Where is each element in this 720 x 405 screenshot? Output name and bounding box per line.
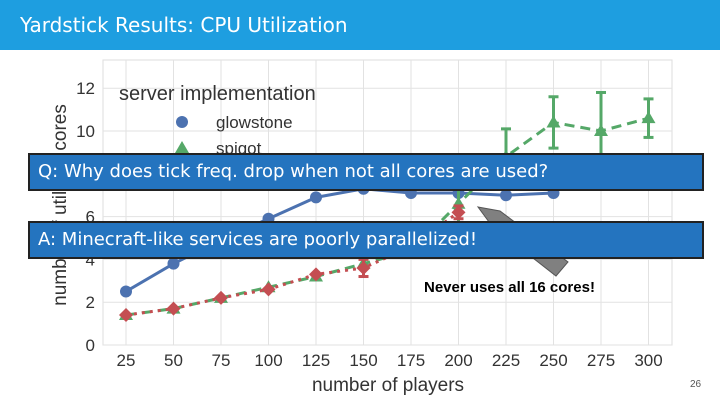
slide-number: 26: [690, 379, 702, 390]
data-point-series3: [119, 308, 133, 323]
data-point-glowstone: [500, 189, 512, 202]
legend-title: server implementation: [119, 83, 316, 105]
question-text: Q: Why does tick freq. drop when not all…: [38, 161, 549, 182]
x-tick-label: 225: [492, 351, 520, 370]
data-point-glowstone: [167, 257, 180, 270]
data-point-series3: [309, 267, 323, 282]
answer-text: A: Minecraft-like services are poorly pa…: [38, 229, 478, 250]
y-tick-label: 12: [76, 79, 95, 98]
answer-callout: A: Minecraft-like services are poorly pa…: [28, 221, 704, 259]
slide-title: Yardstick Results: CPU Utilization: [20, 13, 348, 37]
data-point-glowstone: [310, 191, 322, 204]
x-tick-label: 75: [212, 351, 231, 370]
data-point-series3: [451, 205, 466, 220]
series-line-series3: [125, 211, 460, 317]
y-tick-label: 2: [86, 293, 95, 312]
data-point-spigot: [546, 115, 561, 128]
x-axis-label: number of players: [312, 375, 464, 396]
x-tick-label: 275: [587, 351, 615, 370]
slide-header: Yardstick Results: CPU Utilization: [0, 0, 720, 50]
data-point-series3: [261, 282, 276, 297]
data-point-series3: [214, 290, 228, 305]
plot-area: [102, 59, 673, 346]
x-tick-label: 175: [397, 351, 425, 370]
data-point-glowstone: [120, 285, 132, 298]
y-tick-label: 4: [86, 250, 95, 269]
annotation-text: Never uses all 16 cores!: [424, 279, 595, 296]
y-tick-label: 0: [86, 336, 95, 355]
x-tick-label: 150: [349, 351, 377, 370]
x-tick-label: 25: [117, 351, 136, 370]
y-tick-label: 10: [76, 122, 95, 141]
x-tick-label: 300: [634, 351, 662, 370]
y-axis-label: number of utilized cores: [50, 104, 71, 306]
x-tick-label: 100: [254, 351, 282, 370]
data-point-series3: [166, 301, 181, 316]
question-callout: Q: Why does tick freq. drop when not all…: [28, 153, 704, 191]
x-tick-label: 50: [164, 351, 183, 370]
y-tick-label: 6: [86, 208, 95, 227]
data-point-glowstone: [176, 116, 188, 128]
data-point-spigot: [641, 111, 656, 124]
legend-label-glowstone: glowstone: [216, 113, 293, 132]
data-point-spigot: [175, 141, 189, 153]
data-point-series3: [356, 260, 371, 275]
data-point-spigot: [594, 124, 608, 136]
x-tick-label: 200: [444, 351, 472, 370]
x-tick-label: 250: [539, 351, 567, 370]
x-tick-label: 125: [302, 351, 330, 370]
